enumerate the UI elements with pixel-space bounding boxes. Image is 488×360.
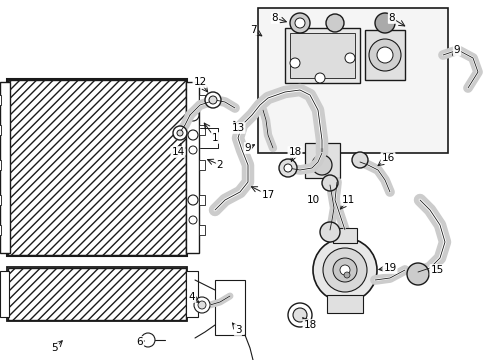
Circle shape bbox=[194, 297, 209, 313]
Bar bbox=[7, 267, 186, 321]
Bar bbox=[199, 195, 204, 205]
Text: 11: 11 bbox=[341, 195, 354, 205]
Circle shape bbox=[332, 258, 356, 282]
Text: 16: 16 bbox=[381, 153, 394, 163]
Text: 9: 9 bbox=[453, 45, 459, 55]
Text: 18: 18 bbox=[288, 147, 301, 157]
Bar bbox=[199, 225, 204, 235]
Bar bbox=[0, 160, 1, 170]
Circle shape bbox=[173, 126, 186, 140]
Bar bbox=[199, 125, 204, 135]
Circle shape bbox=[141, 333, 155, 347]
Bar bbox=[364, 30, 404, 80]
Bar bbox=[326, 295, 362, 313]
Text: 10: 10 bbox=[306, 195, 319, 205]
Circle shape bbox=[368, 39, 400, 71]
Circle shape bbox=[339, 265, 349, 275]
Circle shape bbox=[284, 164, 291, 172]
Circle shape bbox=[189, 146, 197, 154]
Text: 8: 8 bbox=[271, 13, 278, 23]
Text: 12: 12 bbox=[193, 77, 206, 87]
Circle shape bbox=[345, 53, 354, 63]
Circle shape bbox=[189, 216, 197, 224]
Bar bbox=[285, 28, 359, 83]
Circle shape bbox=[314, 73, 325, 83]
Circle shape bbox=[198, 301, 205, 309]
Bar bbox=[0, 195, 1, 205]
Circle shape bbox=[294, 18, 305, 28]
Bar bbox=[185, 271, 198, 317]
Circle shape bbox=[351, 152, 367, 168]
Bar bbox=[332, 228, 356, 243]
Bar bbox=[258, 8, 447, 153]
Circle shape bbox=[208, 96, 217, 104]
Text: 3: 3 bbox=[234, 325, 241, 335]
Bar bbox=[7, 79, 186, 256]
Circle shape bbox=[311, 155, 331, 175]
Circle shape bbox=[312, 238, 376, 302]
Bar bbox=[0, 95, 1, 105]
Bar bbox=[8, 80, 185, 255]
Bar bbox=[289, 33, 354, 78]
Circle shape bbox=[287, 303, 311, 327]
Circle shape bbox=[343, 272, 349, 278]
Circle shape bbox=[187, 130, 198, 140]
Bar bbox=[8, 268, 185, 320]
Circle shape bbox=[177, 130, 183, 136]
Text: 13: 13 bbox=[231, 123, 244, 133]
Circle shape bbox=[374, 13, 394, 33]
Bar bbox=[0, 125, 1, 135]
Text: 5: 5 bbox=[52, 343, 58, 353]
Circle shape bbox=[406, 263, 428, 285]
Circle shape bbox=[323, 248, 366, 292]
Circle shape bbox=[292, 308, 306, 322]
Text: 6: 6 bbox=[137, 337, 143, 347]
Text: 15: 15 bbox=[429, 265, 443, 275]
Circle shape bbox=[376, 47, 392, 63]
Text: 18: 18 bbox=[303, 320, 316, 330]
Bar bbox=[185, 82, 199, 253]
Circle shape bbox=[289, 58, 299, 68]
Text: 4: 4 bbox=[188, 292, 195, 302]
Bar bbox=[215, 280, 244, 335]
Text: 1: 1 bbox=[211, 133, 218, 143]
Circle shape bbox=[319, 222, 339, 242]
Bar bbox=[0, 225, 1, 235]
Circle shape bbox=[325, 14, 343, 32]
Bar bbox=[199, 160, 204, 170]
Bar bbox=[0, 271, 9, 317]
Text: 19: 19 bbox=[383, 263, 396, 273]
Text: 7: 7 bbox=[249, 25, 256, 35]
Text: 8: 8 bbox=[388, 13, 394, 23]
Circle shape bbox=[279, 159, 296, 177]
Bar bbox=[305, 143, 339, 178]
Text: 14: 14 bbox=[171, 147, 184, 157]
Circle shape bbox=[321, 175, 337, 191]
Bar bbox=[0, 82, 10, 253]
Circle shape bbox=[204, 92, 221, 108]
Circle shape bbox=[289, 13, 309, 33]
Circle shape bbox=[186, 109, 199, 121]
Text: 9: 9 bbox=[244, 143, 251, 153]
Text: 17: 17 bbox=[261, 190, 274, 200]
Bar bbox=[199, 95, 204, 105]
Circle shape bbox=[187, 195, 198, 205]
Text: 2: 2 bbox=[216, 160, 223, 170]
